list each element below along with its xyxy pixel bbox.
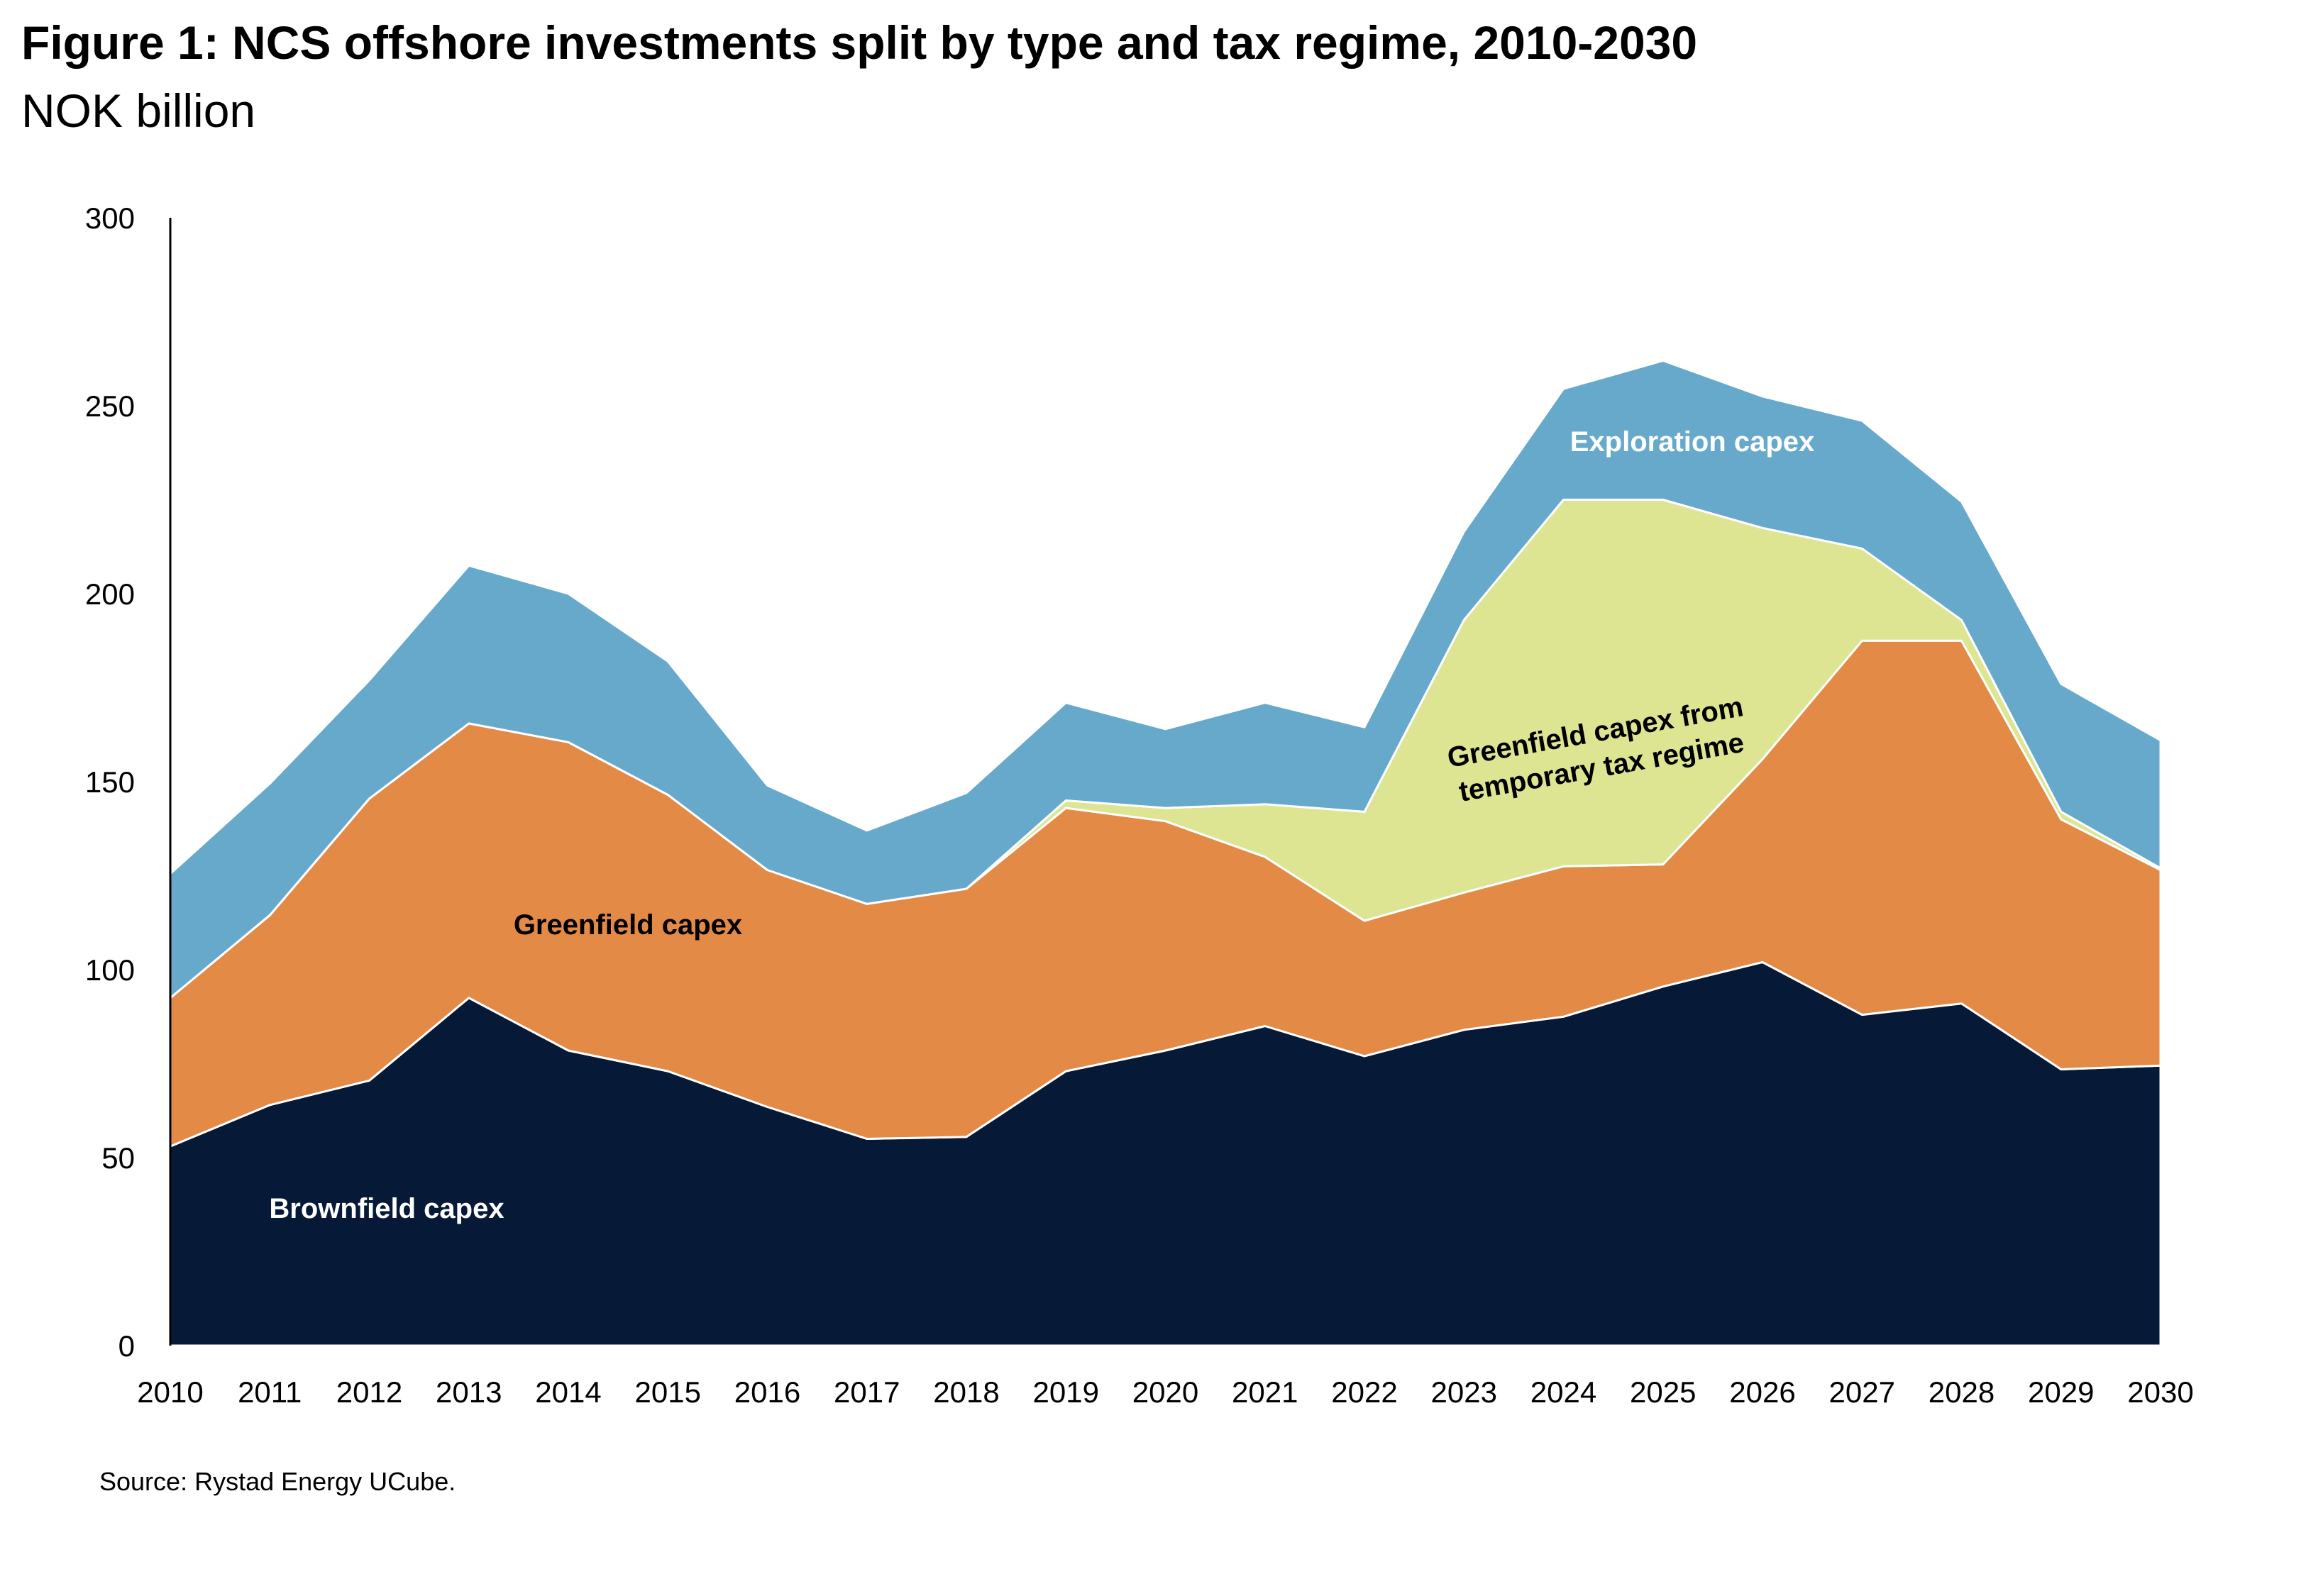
y-tick-label: 200 — [85, 577, 135, 611]
x-tick-label: 2013 — [436, 1375, 502, 1409]
x-tick-label: 2024 — [1530, 1375, 1596, 1409]
x-tick-label: 2026 — [1729, 1375, 1795, 1409]
x-tick-label: 2012 — [336, 1375, 402, 1409]
chart-title: Figure 1: NCS offshore investments split… — [21, 16, 1698, 69]
x-tick-label: 2015 — [635, 1375, 701, 1409]
y-tick-label: 100 — [85, 953, 135, 987]
series-label-brownfield-capex: Brownfield capex — [269, 1193, 504, 1224]
x-tick-label: 2029 — [2028, 1375, 2094, 1409]
series-label-greenfield-capex: Greenfield capex — [514, 909, 742, 941]
x-tick-label: 2025 — [1630, 1375, 1696, 1409]
x-tick-label: 2020 — [1132, 1375, 1198, 1409]
x-tick-label: 2016 — [734, 1375, 800, 1409]
y-tick-label: 300 — [85, 201, 135, 235]
y-tick-label: 50 — [101, 1141, 135, 1175]
source-note: Source: Rystad Energy UCube. — [99, 1467, 456, 1496]
area-exploration-capex — [169, 359, 2162, 999]
y-tick-label: 150 — [85, 765, 135, 799]
x-tick-label: 2030 — [2127, 1375, 2193, 1409]
x-tick-label: 2028 — [1929, 1375, 1995, 1409]
x-tick-label: 2021 — [1232, 1375, 1298, 1409]
area-layers — [169, 359, 2162, 1347]
x-tick-label: 2017 — [834, 1375, 900, 1409]
x-tick-label: 2010 — [137, 1375, 203, 1409]
x-tick-label: 2022 — [1331, 1375, 1397, 1409]
x-tick-label: 2027 — [1829, 1375, 1895, 1409]
x-tick-label: 2019 — [1033, 1375, 1099, 1409]
x-tick-label: 2018 — [933, 1375, 999, 1409]
y-tick-label: 250 — [85, 389, 135, 423]
x-tick-label: 2011 — [238, 1375, 302, 1409]
x-tick-label: 2014 — [535, 1375, 601, 1409]
tick-labels: 0 50 100 150 200 250 300 2010 2011 2012 2013 2014 20… — [85, 201, 2194, 1409]
y-tick-label: 0 — [118, 1329, 135, 1363]
x-tick-label: 2023 — [1431, 1375, 1497, 1409]
chart-subtitle: NOK billion — [21, 84, 256, 137]
series-label-exploration-capex: Exploration capex — [1570, 426, 1815, 458]
